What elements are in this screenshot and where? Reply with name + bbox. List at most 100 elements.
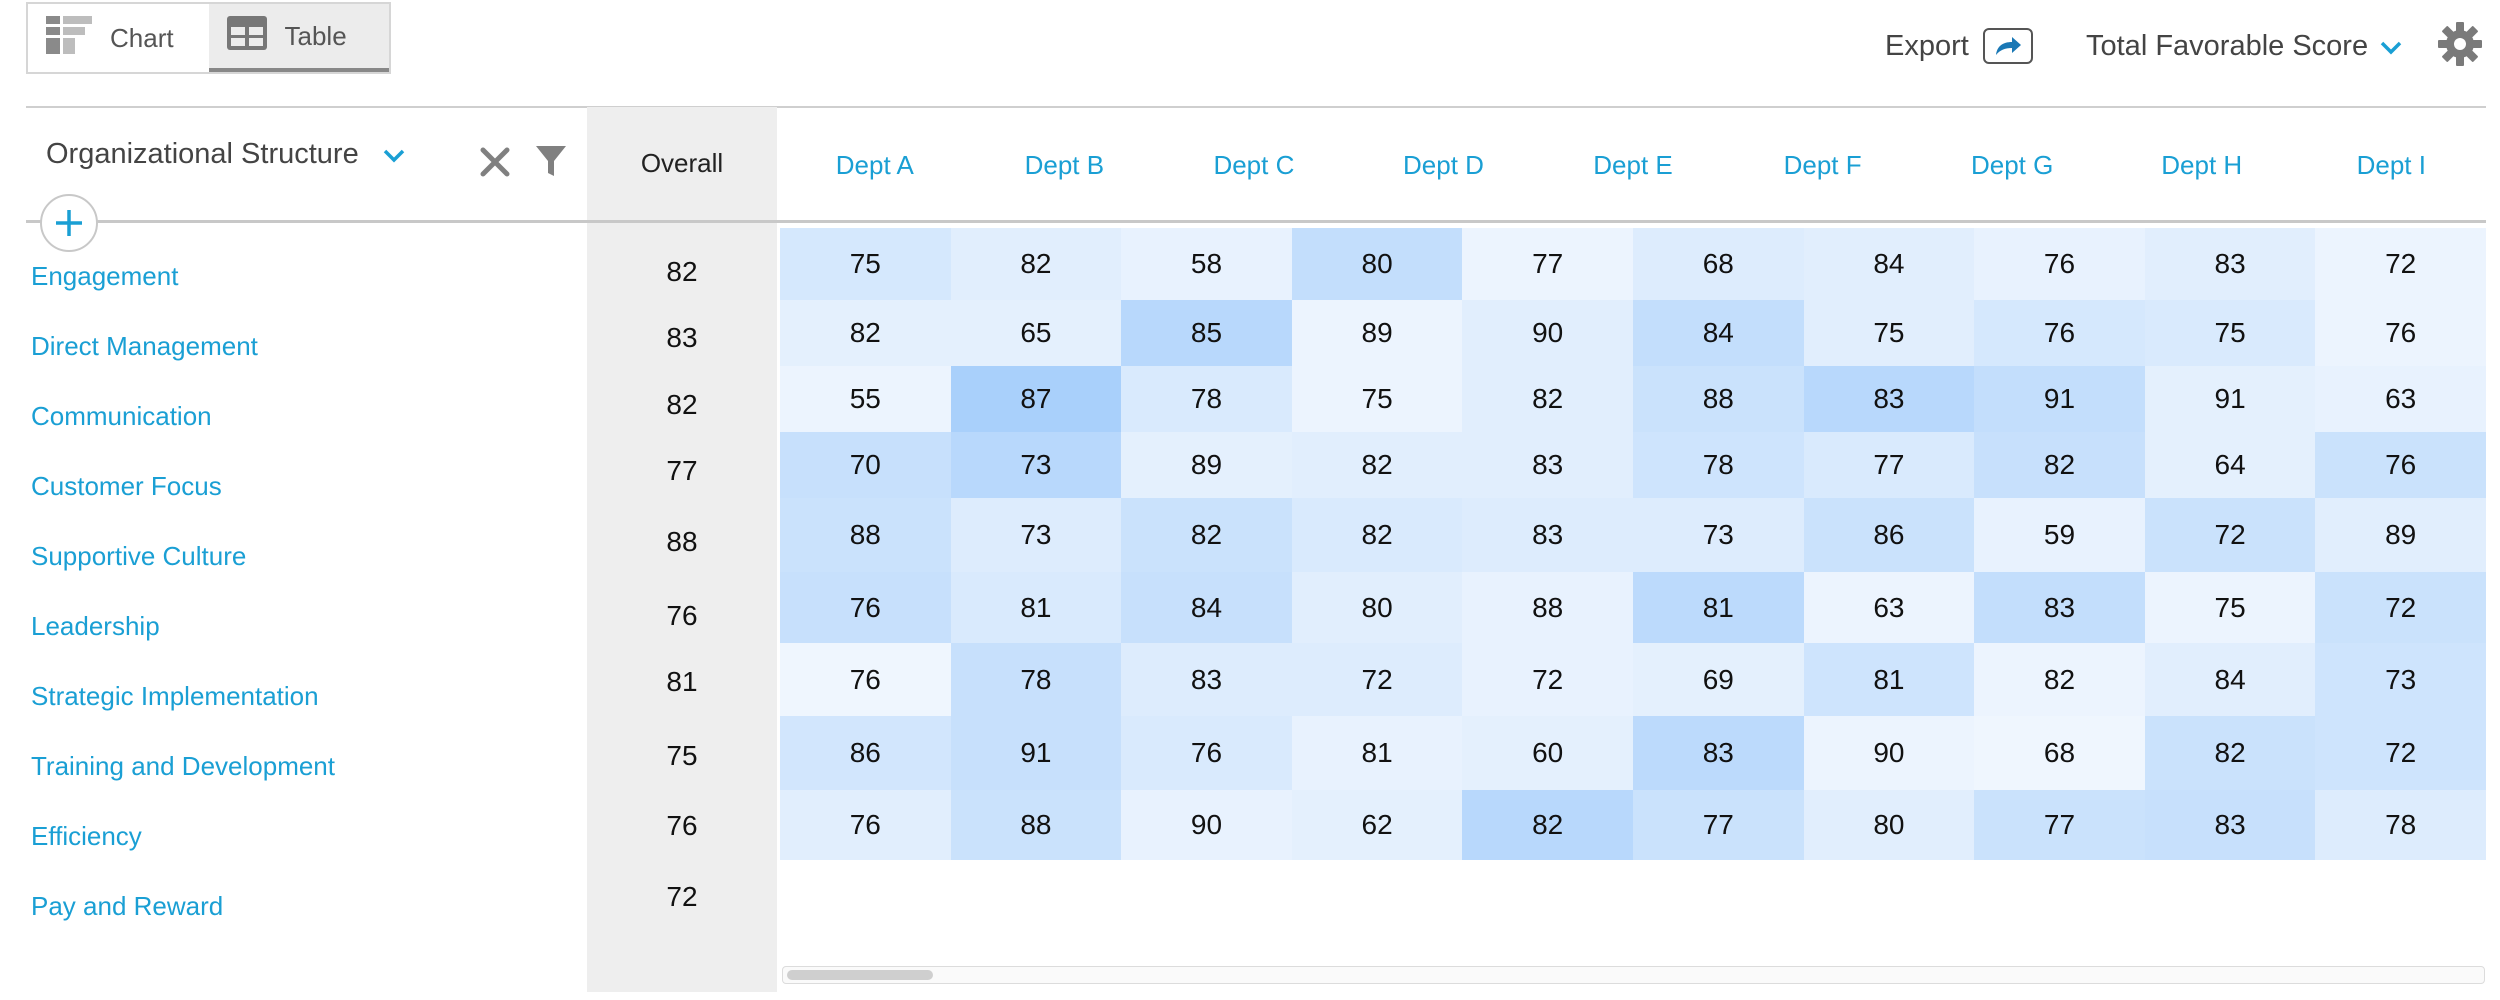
row-label[interactable]: Efficiency (31, 821, 142, 851)
score-cell[interactable]: 65 (950, 300, 1122, 366)
score-cell[interactable]: 84 (1803, 228, 1975, 300)
score-cell[interactable]: 90 (1121, 790, 1292, 860)
score-cell[interactable]: 83 (1462, 432, 1633, 498)
score-cell[interactable]: 60 (1462, 716, 1633, 790)
score-cell[interactable]: 58 (1121, 228, 1292, 300)
score-cell[interactable]: 83 (2144, 228, 2316, 300)
score-cell[interactable]: 76 (1974, 228, 2145, 300)
score-cell[interactable]: 76 (1974, 300, 2145, 366)
score-cell[interactable]: 82 (1291, 498, 1463, 572)
scrollbar-thumb[interactable] (787, 970, 933, 980)
score-cell[interactable]: 81 (950, 572, 1122, 643)
score-cell[interactable]: 75 (780, 228, 951, 300)
score-cell[interactable]: 88 (1462, 572, 1633, 643)
score-cell[interactable]: 90 (1462, 300, 1633, 366)
score-cell[interactable]: 88 (780, 498, 951, 572)
score-cell[interactable]: 77 (1974, 790, 2145, 860)
score-cell[interactable]: 89 (2315, 498, 2486, 572)
score-cell[interactable]: 72 (1462, 643, 1633, 716)
row-label[interactable]: Customer Focus (31, 471, 222, 501)
score-cell[interactable]: 82 (1462, 790, 1633, 860)
score-cell[interactable]: 72 (2315, 228, 2486, 300)
score-cell[interactable]: 84 (1633, 300, 1804, 366)
dept-header[interactable]: Dept E (1593, 150, 1673, 180)
score-cell[interactable]: 69 (1633, 643, 1804, 716)
score-cell[interactable]: 82 (1121, 498, 1292, 572)
dept-header[interactable]: Dept A (835, 150, 914, 180)
score-cell[interactable]: 76 (780, 790, 951, 860)
row-label[interactable]: Engagement (31, 261, 179, 291)
metric-dropdown[interactable]: Total Favorable Score (2086, 22, 2402, 70)
score-cell[interactable]: 82 (1462, 366, 1633, 432)
row-label[interactable]: Supportive Culture (31, 541, 247, 571)
score-cell[interactable]: 76 (2315, 432, 2486, 498)
score-cell[interactable]: 86 (780, 716, 951, 790)
score-cell[interactable]: 82 (2144, 716, 2316, 790)
score-cell[interactable]: 75 (2144, 572, 2316, 643)
dept-header[interactable]: Dept B (1024, 150, 1105, 180)
score-cell[interactable]: 82 (1974, 432, 2145, 498)
score-cell[interactable]: 75 (1803, 300, 1975, 366)
score-cell[interactable]: 89 (1121, 432, 1292, 498)
score-cell[interactable]: 91 (2144, 366, 2316, 432)
score-cell[interactable]: 84 (2144, 643, 2316, 716)
score-cell[interactable]: 76 (780, 643, 951, 716)
score-cell[interactable]: 76 (780, 572, 951, 643)
dimension-dropdown[interactable]: Organizational Structure (46, 138, 405, 171)
plus-icon[interactable] (40, 194, 98, 252)
horizontal-scrollbar[interactable] (782, 966, 2485, 984)
score-cell[interactable]: 88 (1633, 366, 1804, 432)
score-cell[interactable]: 77 (1803, 432, 1975, 498)
score-cell[interactable]: 73 (2315, 643, 2486, 716)
score-cell[interactable]: 85 (1121, 300, 1292, 366)
score-cell[interactable]: 83 (1803, 366, 1975, 432)
filter-icon[interactable] (534, 143, 568, 179)
table-view-button[interactable]: Table (208, 4, 389, 72)
score-cell[interactable]: 83 (1121, 643, 1292, 716)
score-cell[interactable]: 77 (1633, 790, 1804, 860)
score-cell[interactable]: 72 (1291, 643, 1463, 716)
score-cell[interactable]: 77 (1462, 228, 1633, 300)
score-cell[interactable]: 78 (2315, 790, 2486, 860)
row-label[interactable]: Leadership (31, 611, 160, 641)
score-cell[interactable]: 63 (2315, 366, 2486, 432)
score-cell[interactable]: 82 (780, 300, 951, 366)
row-label[interactable]: Strategic Implementation (31, 681, 319, 711)
score-cell[interactable]: 73 (1633, 498, 1804, 572)
score-cell[interactable]: 88 (950, 790, 1122, 860)
score-cell[interactable]: 83 (1462, 498, 1633, 572)
score-cell[interactable]: 72 (2315, 572, 2486, 643)
score-cell[interactable]: 83 (1974, 572, 2145, 643)
dept-header[interactable]: Dept D (1403, 150, 1484, 180)
close-icon[interactable] (478, 145, 512, 179)
score-cell[interactable]: 59 (1974, 498, 2145, 572)
score-cell[interactable]: 81 (1803, 643, 1975, 716)
dept-header[interactable]: Dept H (2161, 150, 2243, 180)
score-cell[interactable]: 72 (2144, 498, 2316, 572)
score-cell[interactable]: 82 (1291, 432, 1463, 498)
score-cell[interactable]: 91 (1974, 366, 2145, 432)
score-cell[interactable]: 78 (1121, 366, 1292, 432)
score-cell[interactable]: 89 (1291, 300, 1463, 366)
score-cell[interactable]: 86 (1803, 498, 1975, 572)
row-label[interactable]: Communication (31, 401, 212, 431)
score-cell[interactable]: 80 (1803, 790, 1975, 860)
score-cell[interactable]: 68 (1974, 716, 2145, 790)
score-cell[interactable]: 76 (2315, 300, 2486, 366)
score-cell[interactable]: 75 (1291, 366, 1463, 432)
chart-view-button[interactable]: Chart (28, 4, 209, 72)
score-cell[interactable]: 82 (950, 228, 1122, 300)
export-button[interactable]: Export (1885, 22, 2033, 70)
score-cell[interactable]: 91 (950, 716, 1122, 790)
score-cell[interactable]: 78 (950, 643, 1122, 716)
score-cell[interactable]: 83 (2144, 790, 2316, 860)
score-cell[interactable]: 72 (2315, 716, 2486, 790)
score-cell[interactable]: 87 (950, 366, 1122, 432)
dept-header[interactable]: Dept I (2356, 150, 2426, 180)
score-cell[interactable]: 62 (1291, 790, 1463, 860)
score-cell[interactable]: 75 (2144, 300, 2316, 366)
dept-header[interactable]: Dept F (1783, 150, 1862, 180)
row-label[interactable]: Pay and Reward (31, 891, 224, 921)
score-cell[interactable]: 55 (780, 366, 951, 432)
score-cell[interactable]: 64 (2144, 432, 2316, 498)
